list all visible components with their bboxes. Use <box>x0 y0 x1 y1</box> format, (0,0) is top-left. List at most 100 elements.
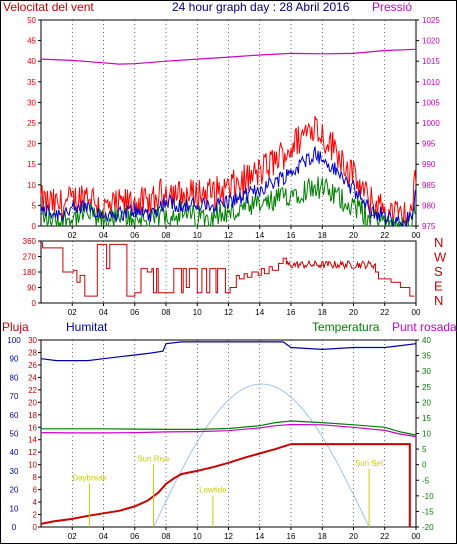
compass-label-e: E <box>434 279 443 294</box>
direction-x-tick-label: 20 <box>349 308 358 317</box>
wind-y-tick-label: 50 <box>27 16 36 25</box>
pressure-y-tick-label: 1020 <box>422 37 440 46</box>
wind-x-tick-label: 22 <box>380 231 389 240</box>
rain-y-tick-label: 18 <box>28 411 37 420</box>
direction-x-tick-label: 00 <box>412 308 421 317</box>
temperature-y-tick-label: 15 <box>422 414 431 423</box>
pressure-y-tick-label: 1000 <box>422 119 440 128</box>
humidity-y-tick-label: 0 <box>12 523 17 532</box>
humidity-line <box>40 341 417 362</box>
humidity-x-tick-label: 22 <box>380 532 389 541</box>
pressure-line <box>40 48 417 65</box>
temperature-y-tick-label: 30 <box>422 367 431 376</box>
annotation-lowtide: Lowtide <box>199 486 227 495</box>
compass-label-w: W <box>434 250 447 265</box>
wind-x-tick-label: 18 <box>318 231 327 240</box>
humidity-y-tick-label: 70 <box>10 392 19 401</box>
humidity-x-tick-label: 14 <box>255 532 264 541</box>
wind-y-tick-label: 25 <box>27 119 36 128</box>
temperature-y-tick-label: 25 <box>422 383 431 392</box>
humidity-y-tick-label: 50 <box>10 430 19 439</box>
direction-y-tick-label: 360 <box>23 237 37 246</box>
wind-y-tick-label: 35 <box>27 78 36 87</box>
wind-y-tick-label: 10 <box>27 181 36 190</box>
wind-x-tick-label: 14 <box>255 231 264 240</box>
wind-x-tick-label: 12 <box>224 231 233 240</box>
direction-x-tick-label: 16 <box>287 308 296 317</box>
pressure-y-tick-label: 1025 <box>422 16 440 25</box>
humidity-x-tick-label: 04 <box>99 532 108 541</box>
wind-average-line <box>40 146 417 228</box>
wind-x-tick-label: 04 <box>99 231 108 240</box>
temperature-y-tick-label: -5 <box>422 476 430 485</box>
pressure-y-tick-label: 985 <box>422 181 436 190</box>
temperature-line <box>41 420 417 436</box>
humidity-y-tick-label: 90 <box>10 355 19 364</box>
pressure-y-tick-label: 1010 <box>422 78 440 87</box>
rain-y-tick-label: 26 <box>28 361 37 370</box>
annotation-daybreak: Daybreak <box>72 473 107 482</box>
rain-y-tick-label: 14 <box>28 436 37 445</box>
temperature-label: Temperatura <box>312 320 380 334</box>
humidity-y-tick-label: 10 <box>10 504 19 513</box>
temperature-y-tick-label: -10 <box>422 492 434 501</box>
annotation-sun-set: Sun Set <box>355 459 384 468</box>
humidity-y-tick-label: 60 <box>10 411 19 420</box>
wind-y-tick-label: 15 <box>27 160 36 169</box>
humidity-y-tick-label: 80 <box>10 373 19 382</box>
temperature-y-tick-label: -20 <box>422 523 434 532</box>
rain-y-tick-label: 20 <box>28 398 37 407</box>
rain-y-tick-label: 2 <box>33 511 38 520</box>
wind-x-tick-label: 08 <box>162 231 171 240</box>
direction-x-tick-label: 06 <box>130 308 139 317</box>
wind-y-tick-label: 40 <box>27 57 36 66</box>
wind-y-tick-label: 30 <box>27 98 36 107</box>
wind-plot-area <box>40 19 417 227</box>
rain-y-tick-label: 28 <box>28 348 37 357</box>
pressure-y-tick-label: 980 <box>422 201 436 210</box>
direction-y-tick-label: 180 <box>23 268 37 277</box>
humidity-x-tick-label: 08 <box>162 532 171 541</box>
direction-x-tick-label: 02 <box>68 308 77 317</box>
compass-label-s: S <box>434 264 443 279</box>
wind-direction-line <box>41 242 415 297</box>
direction-x-tick-label: 10 <box>193 308 202 317</box>
wind-x-tick-label: 06 <box>130 231 139 240</box>
direction-x-tick-label: 04 <box>99 308 108 317</box>
compass-label-n: N <box>434 235 443 250</box>
solar-curve <box>153 383 370 528</box>
humidity-x-tick-label: 02 <box>68 532 77 541</box>
pressure-y-tick-label: 975 <box>422 222 436 231</box>
direction-x-tick-label: 08 <box>162 308 171 317</box>
rain-y-tick-label: 8 <box>33 473 38 482</box>
wind-x-tick-label: 20 <box>349 231 358 240</box>
wind-speed-line <box>40 176 417 228</box>
annotation-sun-rise: Sun Rise <box>137 455 170 464</box>
pressure-y-tick-label: 1005 <box>422 98 440 107</box>
humidity-x-tick-label: 16 <box>287 532 296 541</box>
chart-title: 24 hour graph day : 28 Abril 2016 <box>172 0 350 14</box>
wind-x-tick-label: 02 <box>68 231 77 240</box>
wind-y-tick-label: 0 <box>32 222 37 231</box>
wind-speed-label: Velocitat del vent <box>3 0 94 14</box>
rain-y-tick-label: 30 <box>28 336 37 345</box>
rain-y-tick-label: 6 <box>33 486 38 495</box>
temperature-y-tick-label: 10 <box>422 430 431 439</box>
temperature-y-tick-label: 20 <box>422 398 431 407</box>
humidity-x-tick-label: 18 <box>318 532 327 541</box>
humidity-x-tick-label: 12 <box>224 532 233 541</box>
humidity-y-tick-label: 30 <box>10 467 19 476</box>
rain-y-tick-label: 12 <box>28 448 37 457</box>
direction-x-tick-label: 22 <box>380 308 389 317</box>
humidity-y-tick-label: 100 <box>7 336 21 345</box>
direction-x-tick-label: 14 <box>255 308 264 317</box>
temperature-y-tick-label: 40 <box>422 336 431 345</box>
humidity-x-tick-label: 06 <box>130 532 139 541</box>
dewpoint-label: Punt rosada <box>392 320 457 334</box>
wind-y-tick-label: 20 <box>27 140 36 149</box>
direction-y-tick-label: 0 <box>32 299 37 308</box>
direction-y-tick-label: 270 <box>23 253 37 262</box>
wind-x-tick-label: 00 <box>412 231 421 240</box>
humidity-y-tick-label: 20 <box>10 486 19 495</box>
